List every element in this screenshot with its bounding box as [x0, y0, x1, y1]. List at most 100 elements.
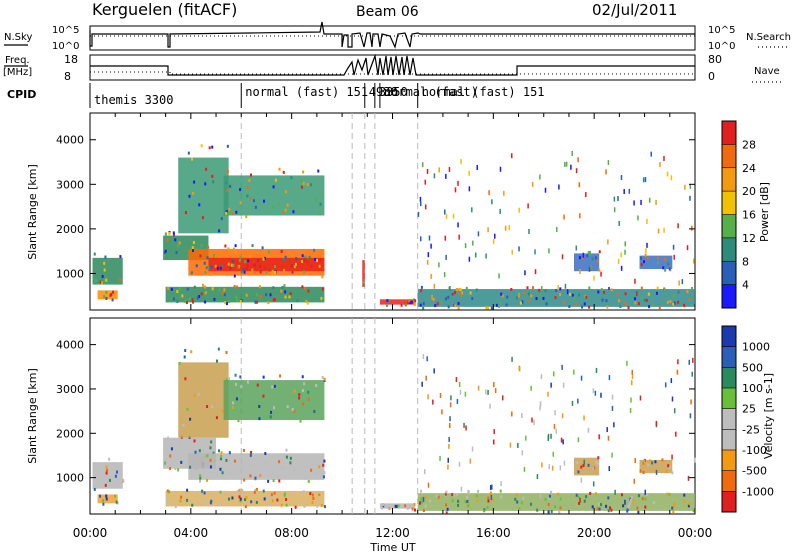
scatter-point: [472, 240, 474, 246]
scatter-point: [465, 425, 467, 431]
scatter-point: [191, 298, 194, 302]
scatter-point: [663, 227, 665, 233]
scatter-point: [587, 251, 590, 255]
scatter-point: [440, 300, 443, 304]
scatter-point: [408, 299, 411, 303]
scatter-point: [192, 191, 195, 195]
scatter-point: [382, 503, 385, 507]
x-tick-label: 00:00: [678, 526, 713, 540]
scatter-point: [429, 499, 432, 503]
scatter-point: [487, 496, 490, 500]
scatter-point: [636, 506, 639, 510]
scatter-point: [112, 290, 115, 294]
colorbar-tick-label: -500: [742, 465, 767, 478]
scatter-point: [302, 490, 305, 494]
scatter-point: [172, 231, 175, 235]
scatter-point: [634, 297, 637, 301]
colorbar-swatch: [722, 367, 736, 389]
scatter-point: [271, 499, 274, 503]
scatter-point: [571, 400, 574, 406]
scatter-point: [201, 216, 204, 220]
colorbar-swatch: [722, 491, 736, 513]
scatter-point: [559, 506, 562, 510]
scatter-point: [282, 170, 285, 174]
scatter-point: [655, 420, 658, 426]
scatter-point: [204, 500, 207, 504]
scatter-point: [620, 175, 623, 181]
scatter-point: [406, 506, 409, 510]
scatter-point: [504, 225, 507, 231]
scatter-point: [116, 501, 119, 505]
scatter-point: [292, 210, 295, 214]
scatter-point: [307, 397, 310, 401]
scatter-point: [424, 179, 427, 185]
scatter-point: [641, 296, 644, 300]
scatter-point: [609, 506, 612, 510]
scatter-point: [198, 203, 201, 207]
scatter-point: [214, 264, 217, 268]
colorbar-swatch: [722, 214, 736, 239]
scatter-point: [528, 228, 530, 234]
scatter-point: [692, 357, 694, 363]
scatter-point: [575, 302, 578, 306]
scatter-point: [197, 392, 200, 396]
scatter-point: [115, 290, 118, 294]
scatter-point: [270, 493, 273, 497]
scatter-point: [208, 146, 211, 150]
scatter-point: [686, 245, 689, 251]
scatter-point: [180, 443, 183, 447]
scatter-point: [318, 492, 321, 496]
scatter-point: [240, 270, 243, 274]
scatter-point: [576, 461, 579, 465]
scatter-point: [308, 255, 311, 259]
scatter-point: [245, 215, 248, 219]
scatter-point: [521, 300, 524, 304]
scatter-point: [206, 405, 209, 409]
scatter-point: [634, 458, 636, 464]
scatter-point: [254, 263, 257, 267]
scatter-point: [525, 435, 527, 441]
scatter-point: [205, 167, 208, 171]
scatter-point: [559, 292, 562, 296]
scatter-point: [421, 500, 424, 504]
scatter-point: [672, 510, 675, 514]
scatter-point: [634, 301, 637, 305]
scatter-point: [639, 469, 642, 473]
scatter-point: [291, 407, 294, 411]
scatter-point: [101, 274, 104, 278]
scatter-point: [499, 301, 502, 305]
scatter-point: [235, 210, 238, 214]
scatter-point: [607, 509, 610, 513]
scatter-point: [608, 466, 611, 472]
scatter-point: [206, 454, 209, 458]
scatter-point: [193, 285, 196, 289]
scatter-point: [279, 468, 282, 472]
power-colorbar-label: Power [dB]: [758, 182, 771, 242]
scatter-point: [620, 252, 622, 258]
scatter-point: [637, 301, 640, 305]
scatter-point: [323, 505, 326, 509]
scatter-point: [454, 291, 457, 295]
scatter-point: [225, 211, 228, 215]
scatter-point: [213, 297, 216, 301]
colorbar-tick-label: 20: [742, 185, 756, 198]
x-tick-label: 08:00: [274, 526, 309, 540]
scatter-band: [188, 453, 325, 480]
scatter-point: [227, 262, 230, 266]
scatter-point: [610, 288, 613, 292]
scatter-point: [448, 436, 450, 442]
scatter-point: [577, 437, 580, 443]
nsearch-label: N.Search: [746, 32, 791, 43]
scatter-point: [607, 435, 610, 441]
scatter-point: [522, 496, 525, 500]
scatter-point: [220, 217, 223, 221]
scatter-point: [411, 507, 414, 511]
scatter-point: [653, 501, 656, 505]
scatter-point: [212, 451, 215, 455]
scatter-point: [228, 451, 231, 455]
scatter-point: [588, 266, 591, 272]
scatter-point: [426, 259, 429, 265]
scatter-point: [455, 287, 458, 291]
colorbar-swatch: [722, 121, 736, 145]
